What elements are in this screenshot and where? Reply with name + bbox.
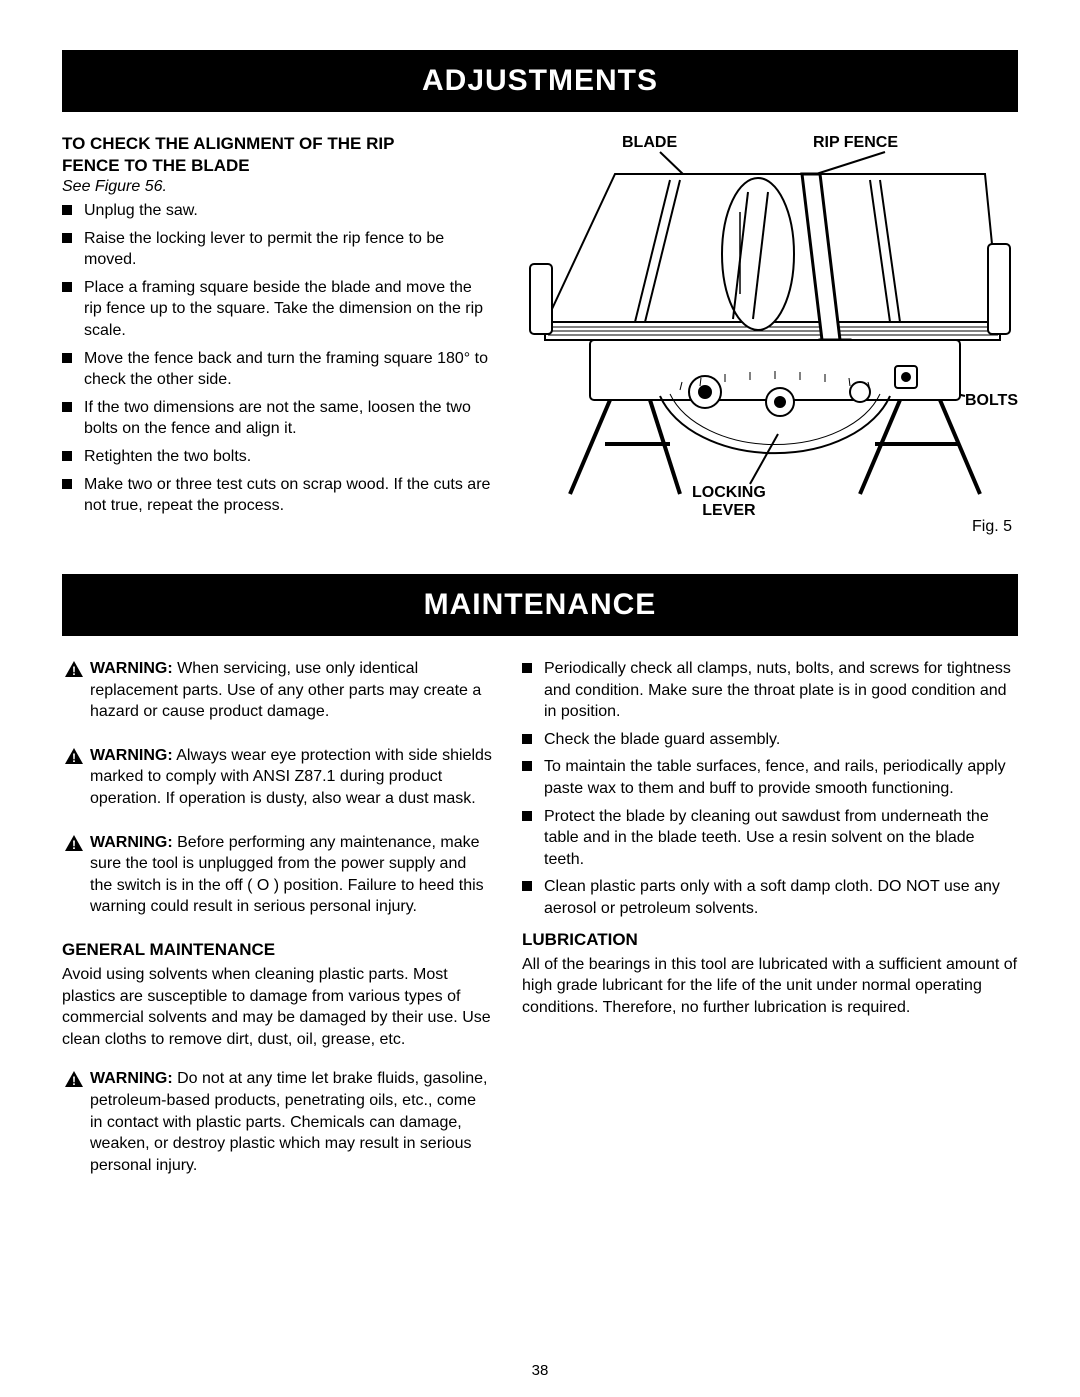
list-item: If the two dimensions are not the same, …	[62, 397, 492, 440]
maintenance-columns: ! WARNING: When servicing, use only iden…	[62, 658, 1018, 1176]
figure-number: Fig. 5	[972, 518, 1012, 536]
callout-locking-l2: LEVER	[702, 502, 755, 519]
lubrication-heading: LUBRICATION	[522, 930, 1018, 950]
list-item: Protect the blade by cleaning out sawdus…	[522, 806, 1018, 871]
svg-text:!: !	[72, 1074, 76, 1088]
svg-text:!: !	[72, 751, 76, 765]
list-item: Periodically check all clamps, nuts, bol…	[522, 658, 1018, 723]
warning-label: WARNING:	[90, 1070, 173, 1087]
svg-text:!: !	[72, 664, 76, 678]
banner-maintenance: MAINTENANCE	[62, 574, 1018, 636]
list-item: Place a framing square beside the blade …	[62, 277, 492, 342]
warning-icon: !	[64, 1070, 84, 1088]
adjustments-columns: TO CHECK THE ALIGNMENT OF THE RIP FENCE …	[62, 134, 1018, 534]
warning-label: WARNING:	[90, 660, 173, 677]
svg-text:!: !	[72, 838, 76, 852]
warning-label: WARNING:	[90, 747, 173, 764]
general-maint-heading: GENERAL MAINTENANCE	[62, 940, 492, 960]
list-item: Check the blade guard assembly.	[522, 729, 1018, 751]
warning-text: WARNING: When servicing, use only identi…	[90, 658, 492, 723]
warning-label: WARNING:	[90, 834, 173, 851]
callout-bolts: BOLTS	[965, 392, 1018, 410]
warning-block: ! WARNING: Do not at any time let brake …	[62, 1068, 492, 1176]
warning-block: ! WARNING: Always wear eye protection wi…	[62, 745, 492, 810]
warning-icon: !	[64, 660, 84, 678]
warning-text: WARNING: Do not at any time let brake fl…	[90, 1068, 492, 1176]
callout-locking-lever: LOCKING LEVER	[692, 484, 766, 519]
diagram-svg	[522, 134, 1018, 534]
adjustments-right-col: BLADE RIP FENCE BOLTS LOCKING LEVER Fig.…	[522, 134, 1018, 534]
list-item: Retighten the two bolts.	[62, 446, 492, 468]
list-item: Raise the locking lever to permit the ri…	[62, 228, 492, 271]
list-item: Move the fence back and turn the framing…	[62, 348, 492, 391]
page-number: 38	[532, 1362, 549, 1379]
warning-icon: !	[64, 747, 84, 765]
maintenance-section: MAINTENANCE ! WARNING: When servicing, u…	[62, 574, 1018, 1176]
banner-adjustments: ADJUSTMENTS	[62, 50, 1018, 112]
callout-locking-l1: LOCKING	[692, 484, 766, 501]
general-maint-para: Avoid using solvents when cleaning plast…	[62, 964, 492, 1050]
warning-block: ! WARNING: Before performing any mainten…	[62, 832, 492, 918]
list-item: Make two or three test cuts on scrap woo…	[62, 474, 492, 517]
warning-text: WARNING: Before performing any maintenan…	[90, 832, 492, 918]
adj-heading-line2: FENCE TO THE BLADE	[62, 156, 492, 176]
adj-fig-ref: See Figure 56.	[62, 178, 492, 196]
callout-rip-fence: RIP FENCE	[813, 134, 898, 152]
list-item: To maintain the table surfaces, fence, a…	[522, 756, 1018, 799]
list-item: Unplug the saw.	[62, 200, 492, 222]
adj-bullets: Unplug the saw. Raise the locking lever …	[62, 200, 492, 517]
adjustments-left-col: TO CHECK THE ALIGNMENT OF THE RIP FENCE …	[62, 134, 492, 534]
list-item: Clean plastic parts only with a soft dam…	[522, 876, 1018, 919]
diagram-wrap: BLADE RIP FENCE BOLTS LOCKING LEVER Fig.…	[522, 134, 1018, 534]
callout-blade: BLADE	[622, 134, 677, 152]
maint-left-col: ! WARNING: When servicing, use only iden…	[62, 658, 492, 1176]
warning-text: WARNING: Always wear eye protection with…	[90, 745, 492, 810]
adj-heading-line1: TO CHECK THE ALIGNMENT OF THE RIP	[62, 134, 492, 154]
warning-icon: !	[64, 834, 84, 852]
warning-block: ! WARNING: When servicing, use only iden…	[62, 658, 492, 723]
maint-right-bullets: Periodically check all clamps, nuts, bol…	[522, 658, 1018, 920]
maint-right-col: Periodically check all clamps, nuts, bol…	[522, 658, 1018, 1176]
lubrication-para: All of the bearings in this tool are lub…	[522, 954, 1018, 1019]
